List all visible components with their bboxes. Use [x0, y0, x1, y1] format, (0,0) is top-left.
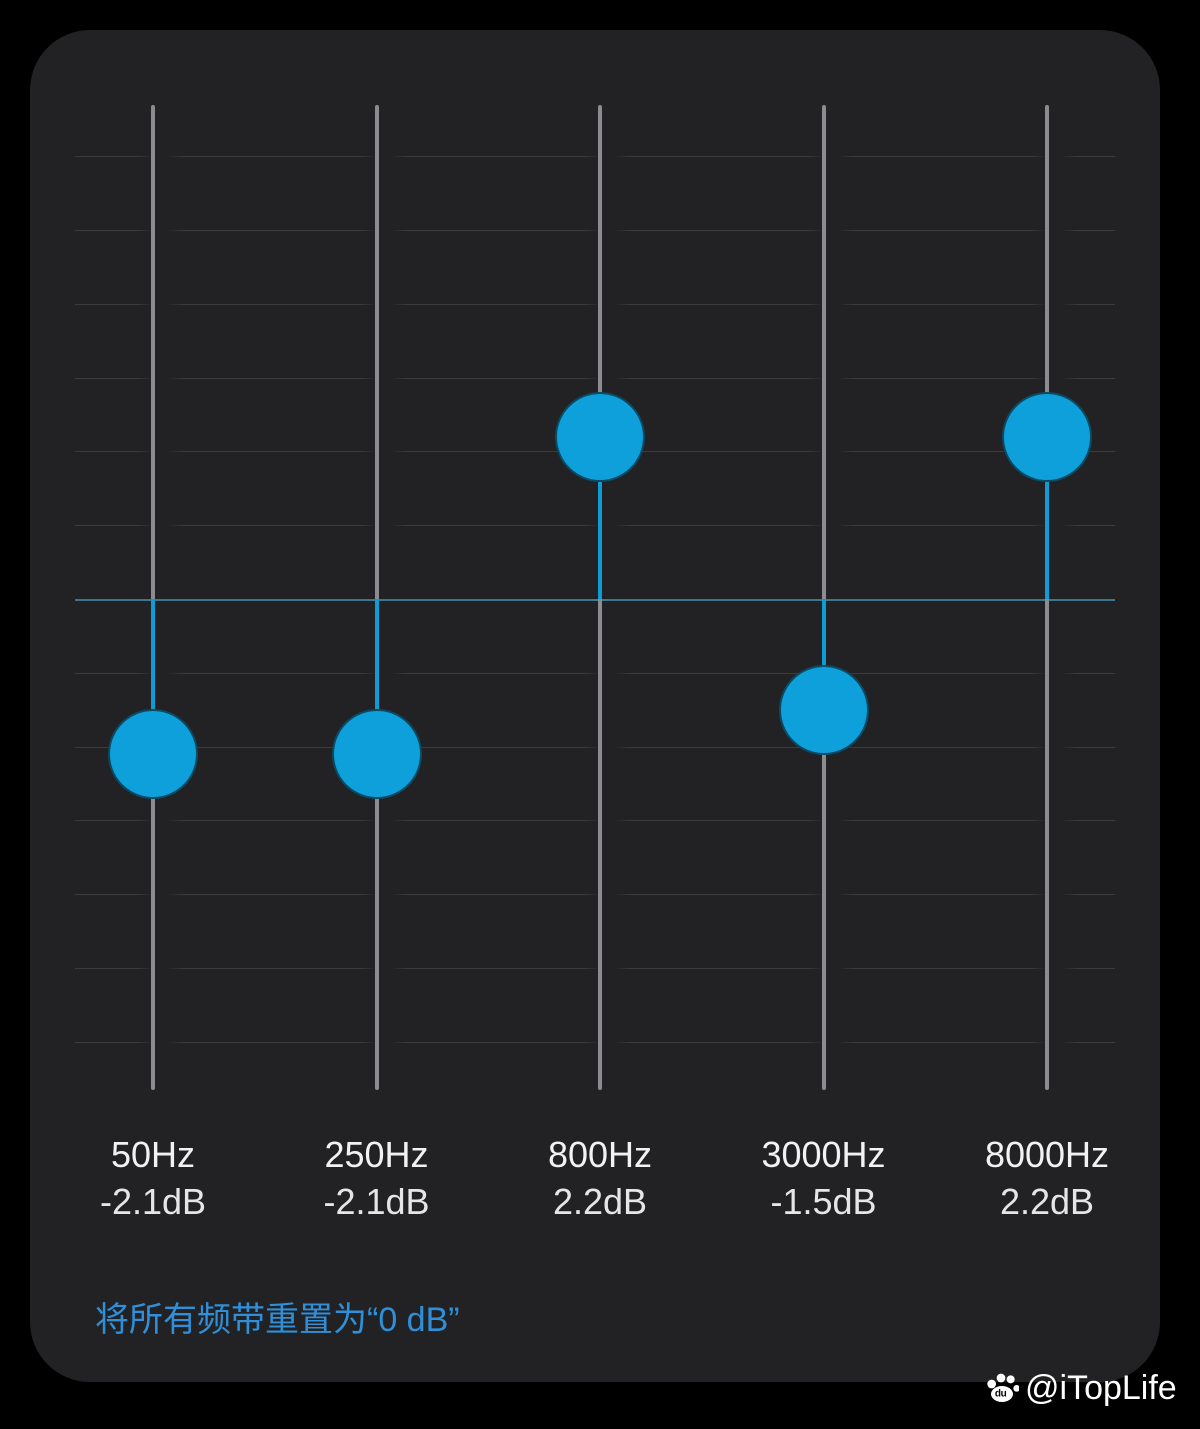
svg-text:du: du — [995, 1389, 1007, 1400]
